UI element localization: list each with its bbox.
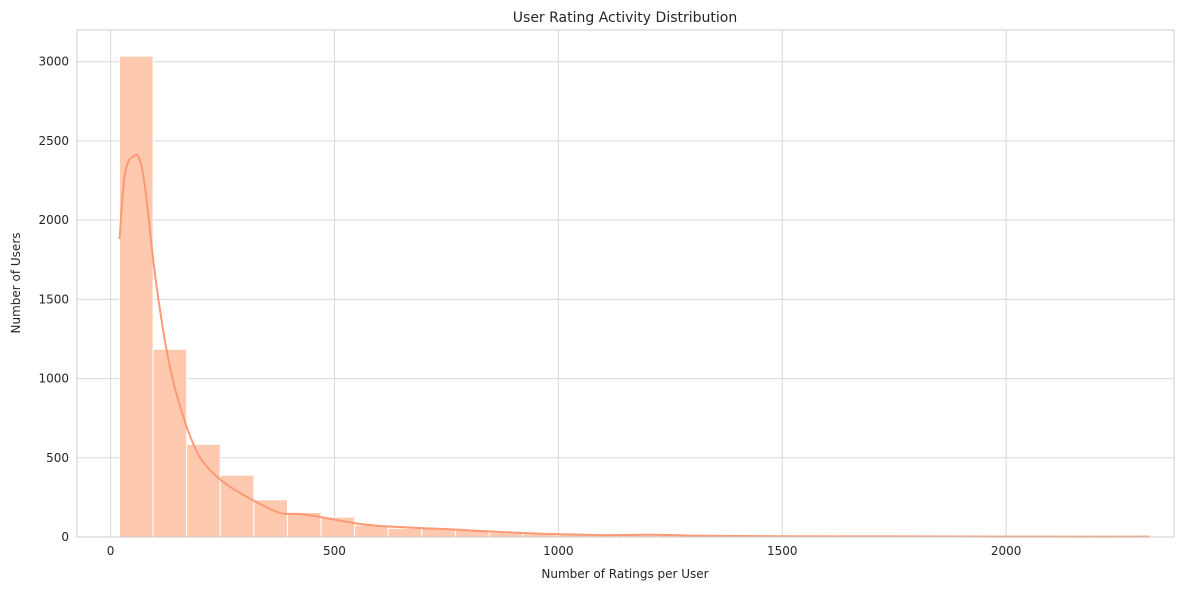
y-tick-labels: 0 500 1000 1500 2000 2500 3000 — [38, 55, 69, 544]
bars-layer — [119, 55, 1150, 538]
x-tick-label: 1000 — [543, 544, 574, 558]
x-tick-label: 2000 — [991, 544, 1022, 558]
x-axis-label: Number of Ratings per User — [541, 567, 708, 581]
kde-layer — [118, 153, 1150, 538]
chart-title: User Rating Activity Distribution — [513, 10, 737, 26]
y-tick-label: 500 — [46, 451, 69, 465]
x-tick-label: 0 — [107, 544, 115, 558]
histogram-bar — [387, 527, 423, 538]
histogram-bar — [219, 474, 255, 538]
x-tick-label: 500 — [323, 544, 346, 558]
histogram-bar — [152, 348, 188, 538]
x-tick-labels: 0 500 1000 1500 2000 — [107, 544, 1022, 558]
kde-curve — [118, 153, 1150, 538]
histogram-bar — [119, 55, 154, 538]
y-tick-label: 0 — [61, 530, 69, 544]
x-tick-label: 1500 — [767, 544, 798, 558]
y-tick-label: 2500 — [38, 134, 69, 148]
y-tick-label: 2000 — [38, 213, 69, 227]
grid-layer — [77, 30, 1174, 538]
y-tick-label: 3000 — [38, 55, 69, 69]
histogram-bar — [253, 499, 288, 538]
histogram-bar — [186, 443, 221, 538]
y-axis-label: Number of Users — [9, 232, 23, 333]
y-tick-label: 1500 — [38, 292, 69, 306]
plot-frame — [76, 29, 1175, 538]
y-tick-label: 1000 — [38, 372, 69, 386]
